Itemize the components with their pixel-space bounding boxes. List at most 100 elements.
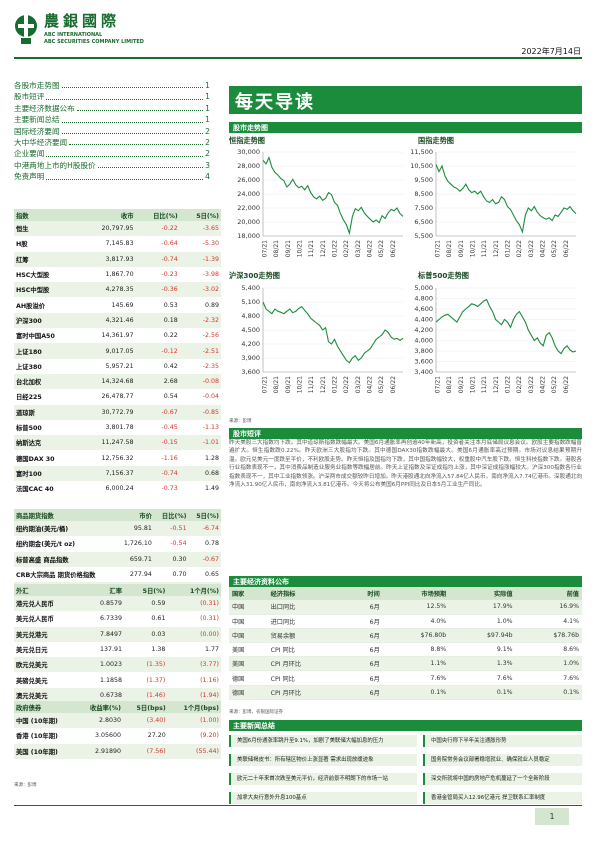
table-cell: 1.0%: [449, 614, 516, 629]
table-cell: 6月: [344, 600, 383, 615]
toc-item[interactable]: 股市短评 1: [14, 91, 210, 102]
table-cell: 6月: [344, 670, 383, 686]
table-cell: 0.03: [124, 626, 168, 642]
table-cell: $78.76b: [515, 628, 582, 644]
toc-item-page: 1: [205, 115, 210, 125]
x-tick-label: 07/21: [435, 240, 442, 257]
table-cell: -2.51: [179, 343, 221, 359]
column-header: 指数: [14, 209, 80, 221]
table-cell: 9.1%: [449, 642, 516, 658]
table-of-contents: 各股市走势图 1 股市短评 1 主要经济数据公布 1 主要新闻总结 1 国际经济要闻 2 大中华经济…: [14, 80, 210, 183]
table-row: HSC中型股 4,278.35 -0.36 -3.02: [14, 282, 221, 298]
series-line: [435, 298, 577, 355]
toc-item[interactable]: 中港两地上市的H股股价 3: [14, 160, 210, 171]
x-tick-label: 08/21: [446, 240, 453, 257]
y-tick-label: 4,600: [414, 305, 433, 313]
table-cell: HSC大型股: [16, 272, 50, 280]
table-row: 美元兑港元 7.8497 0.03 (0.00): [14, 626, 221, 642]
y-tick-label: 3,600: [241, 368, 260, 376]
table-cell: 14,324.68: [80, 373, 136, 390]
page-title: 每天导读: [229, 86, 582, 114]
table-cell: 1.77: [204, 646, 219, 654]
column-header: 1个月(%): [167, 584, 221, 596]
x-tick-label: 02/22: [343, 376, 350, 393]
x-tick-label: 11/21: [481, 240, 488, 257]
y-tick-label: 4,500: [241, 326, 260, 334]
y-tick-label: 3,600: [414, 358, 433, 366]
table-cell: 9,017.05: [80, 343, 136, 359]
news-item[interactable]: 美国6月份通涨率跳升至9.1%，加剧了美联储大幅加息的压力: [229, 735, 417, 747]
table-cell: 2.8030: [75, 713, 123, 729]
toc-item[interactable]: 主要新闻总结 1: [14, 114, 210, 125]
toc-item[interactable]: 国际经济要闻 2: [14, 126, 210, 137]
table-row: 纽约期油(美元/桶) 95.81 -0.51 -6.74: [14, 521, 221, 537]
table-row: 美元兑人民币 6.7339 0.61 (0.31): [14, 611, 221, 626]
table-row: 中国 进口同比 6月 4.0% 1.0% 4.1%: [229, 614, 582, 629]
brand-subtitle-2: ABC SECURITIES COMPANY LIMITED: [44, 39, 144, 45]
table-cell: 美国: [229, 656, 268, 672]
table-row: 欧元兑美元 1.0023 (1.35) (3.77): [14, 657, 221, 673]
x-tick-label: 01/22: [332, 376, 339, 393]
hsi-line-chart: 30,000 28,000 26,000 24,000 22,000 20,000 18,0…: [237, 148, 404, 257]
toc-item-title: 免责声明: [14, 172, 45, 182]
news-item[interactable]: 国务院常务会议部署稳增就业、确保就业人员稳定: [423, 754, 582, 766]
x-tick-label: 03/22: [528, 376, 535, 393]
column-header: 国家: [229, 587, 268, 600]
index-table: 指数 收市 日比(%) 5日(%) 恒生 20,797.95 -0.22 -3.65 H股 7,1…: [14, 209, 221, 496]
y-tick-label: 7,500: [414, 204, 433, 212]
y-tick-label: 4,000: [414, 337, 433, 345]
table-cell: 富时100: [14, 465, 80, 482]
toc-item[interactable]: 主要经济数据公布 1: [14, 103, 210, 114]
table-header-row: 商品期货指数 市价 日比(%) 5日(%): [14, 509, 221, 521]
table-cell: 6月: [344, 614, 383, 629]
x-tick-label: 10/21: [297, 240, 304, 257]
table-header-row: 国家 经济指标 时间 市场预期 实际值 前值: [229, 587, 582, 600]
toc-item[interactable]: 大中华经济要闻 2: [14, 137, 210, 148]
x-tick-label: 10/21: [470, 240, 477, 257]
y-tick-label: 5,400: [241, 284, 260, 292]
table-cell: (1.16): [200, 676, 219, 684]
report-date: 2022年7月14日: [521, 47, 581, 56]
toc-item[interactable]: 企业要闻 2: [14, 148, 210, 159]
econ-data-table: 国家 经济指标 时间 市场预期 实际值 前值 中国 出口同比 6月 12.5% 17.9% 16.9%…: [229, 587, 582, 700]
news-item[interactable]: 欧元二十年来首次跌至美元平价，经济前景不明朗下的市场一站: [229, 773, 417, 785]
brand-name: 農銀國際: [44, 12, 121, 30]
x-tick-label: 07/21: [262, 376, 269, 393]
section-news: 主要新闻总结: [229, 720, 582, 731]
table-cell: -0.74: [135, 465, 180, 482]
x-tick-label: 06/22: [390, 240, 397, 257]
toc-item[interactable]: 免责声明 4: [14, 171, 210, 182]
table-cell: (0.00): [167, 626, 221, 642]
toc-item[interactable]: 各股市走势图 1: [14, 80, 210, 91]
y-tick-label: 5,100: [241, 298, 260, 306]
chart-title-hscei: 国指走势图: [418, 136, 454, 145]
table-cell: H股: [16, 241, 28, 249]
table-cell: -2.35: [202, 362, 219, 370]
chart-title-hsi: 恒指走势图: [229, 136, 265, 145]
x-tick-label: 10/21: [470, 376, 477, 393]
x-tick-label: 12/21: [493, 376, 500, 393]
x-tick-label: 09/21: [285, 240, 292, 257]
x-tick-label: 07/21: [435, 376, 442, 393]
toc-item-title: 股市短评: [14, 92, 45, 102]
table-cell: 3,817.93: [80, 251, 136, 267]
news-item[interactable]: 加拿大央行意外升息100基点: [229, 792, 417, 804]
news-item[interactable]: 香港金管局买入12.96亿港元 捍卫联系汇率制度: [423, 792, 582, 804]
table-cell: 0.68: [179, 465, 221, 482]
table-cell: -0.15: [135, 435, 180, 451]
table-cell: 20,797.95: [80, 221, 136, 237]
news-item[interactable]: 中国央行称下半年关注通胀形势: [423, 735, 582, 747]
toc-leader: [46, 171, 204, 180]
column-header: 1个月(bps): [167, 701, 221, 713]
news-item[interactable]: 美联储褐皮书：所有辖区物价上涨显著 需求出现放缓迹象: [229, 754, 417, 766]
table-row: 道琼斯 30,772.79 -0.67 -0.85: [14, 404, 221, 420]
table-cell: 富时中国A50: [16, 333, 55, 341]
x-tick-label: 04/22: [540, 376, 547, 393]
table-row: 恒生 20,797.95 -0.22 -3.65: [14, 221, 221, 237]
table-cell: 美元兑日元: [16, 647, 48, 655]
sp500-line-chart: 5,000 4,800 4,600 4,400 4,200 4,000 3,800 3,600…: [414, 284, 577, 393]
x-tick-label: 12/21: [493, 240, 500, 257]
table-cell: 中国 (10年期): [14, 713, 76, 729]
table-cell: -5.30: [202, 240, 219, 248]
news-item[interactable]: 深交所就将中国的房地产危机蔓延了一个全新阶段: [423, 773, 582, 785]
